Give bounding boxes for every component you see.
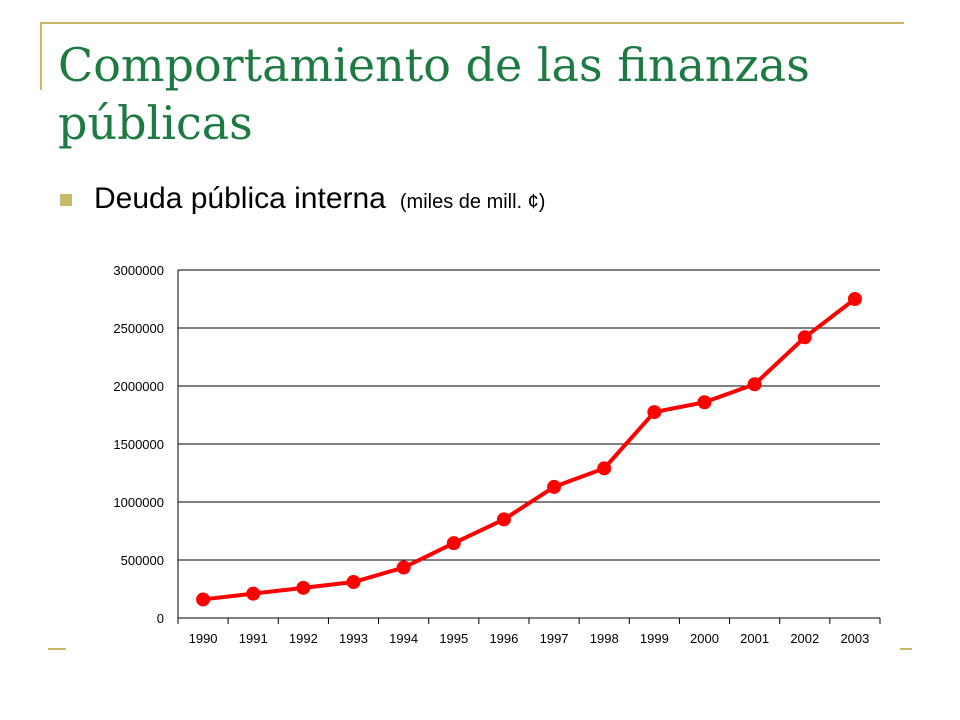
x-tick-label: 2003 xyxy=(840,631,869,646)
x-tick-label: 1999 xyxy=(640,631,669,646)
frame-top-line xyxy=(40,22,904,24)
x-tick-label: 1991 xyxy=(239,631,268,646)
data-point xyxy=(296,580,311,595)
data-point xyxy=(246,586,261,601)
x-tick-label: 1992 xyxy=(289,631,318,646)
y-tick-label: 2500000 xyxy=(113,321,164,336)
square-bullet-icon xyxy=(60,194,72,206)
x-tick-label: 1995 xyxy=(439,631,468,646)
data-point xyxy=(496,512,511,527)
y-tick-label: 1500000 xyxy=(113,437,164,452)
x-tick-label: 1997 xyxy=(540,631,569,646)
data-point xyxy=(396,560,411,575)
bullet-main-text: Deuda pública interna xyxy=(94,182,386,215)
y-tick-label: 3000000 xyxy=(113,263,164,278)
data-point xyxy=(847,292,862,306)
x-tick-label: 1990 xyxy=(189,631,218,646)
y-tick-label: 2000000 xyxy=(113,379,164,394)
frame-left-line xyxy=(40,22,42,90)
y-tick-label: 1000000 xyxy=(113,495,164,510)
data-point xyxy=(346,575,361,590)
data-point xyxy=(196,592,211,607)
frame-bottom-right-line xyxy=(900,648,912,650)
data-point xyxy=(597,461,612,476)
x-tick-label: 2002 xyxy=(790,631,819,646)
frame-bottom-left-line xyxy=(48,648,66,650)
x-tick-label: 1996 xyxy=(489,631,518,646)
x-tick-label: 1998 xyxy=(590,631,619,646)
data-point xyxy=(647,405,662,420)
y-tick-label: 500000 xyxy=(121,553,164,568)
bullet-item: Deuda pública interna (miles de mill. ¢) xyxy=(60,182,545,216)
x-tick-label: 1994 xyxy=(389,631,418,646)
data-point xyxy=(747,377,762,392)
x-tick-label: 2000 xyxy=(690,631,719,646)
slide-title: Comportamiento de las finanzas públicas xyxy=(58,38,810,150)
data-point xyxy=(797,330,812,345)
x-tick-label: 1993 xyxy=(339,631,368,646)
data-point xyxy=(446,536,461,551)
data-point xyxy=(697,395,712,410)
x-tick-label: 2001 xyxy=(740,631,769,646)
y-tick-label: 0 xyxy=(157,611,164,626)
series-line xyxy=(202,297,857,602)
bullet-unit-text: (miles de mill. ¢) xyxy=(399,191,546,213)
data-point xyxy=(547,479,562,494)
